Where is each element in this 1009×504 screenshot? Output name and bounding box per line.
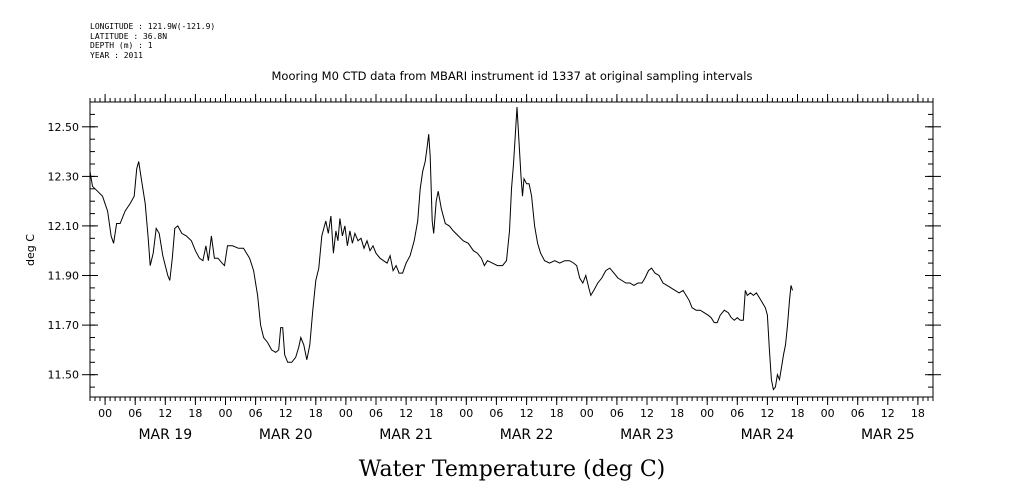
x-hour-tick-label: 12 (520, 407, 534, 420)
chart-title: Mooring M0 CTD data from MBARI instrumen… (272, 69, 753, 83)
x-hour-tick-label: 00 (700, 407, 714, 420)
x-hour-tick-label: 12 (881, 407, 895, 420)
y-axis-label: deg C (24, 234, 37, 266)
x-hour-tick-label: 06 (249, 407, 263, 420)
x-hour-tick-label: 06 (610, 407, 624, 420)
x-hour-tick-label: 12 (158, 407, 172, 420)
x-hour-tick-label: 18 (791, 407, 805, 420)
x-hour-tick-label: 06 (489, 407, 503, 420)
x-hour-tick-label: 00 (98, 407, 112, 420)
y-tick-label: 12.10 (48, 220, 80, 233)
x-hour-tick-label: 06 (128, 407, 142, 420)
x-day-label: MAR 22 (500, 427, 554, 443)
y-tick-label: 11.70 (48, 319, 80, 332)
y-tick-label: 11.50 (48, 369, 80, 382)
temperature-series-line (89, 106, 793, 391)
x-hour-tick-label: 06 (851, 407, 865, 420)
y-tick-label: 11.90 (48, 270, 80, 283)
year-text: YEAR : 2011 (90, 50, 143, 60)
x-hour-tick-label: 00 (821, 407, 835, 420)
x-hour-tick-label: 00 (459, 407, 473, 420)
x-hour-tick-label: 00 (339, 407, 353, 420)
latitude-text: LATITUDE : 36.8N (90, 31, 168, 41)
plot-frame (89, 101, 934, 398)
x-hour-tick-label: 00 (580, 407, 594, 420)
longitude-text: LONGITUDE : 121.9W(-121.9) (90, 22, 216, 31)
x-hour-tick-label: 06 (369, 407, 383, 420)
x-day-label: MAR 25 (861, 427, 915, 443)
x-hour-tick-label: 18 (911, 407, 925, 420)
x-day-label: MAR 21 (379, 427, 433, 443)
x-hour-tick-label: 12 (399, 407, 413, 420)
x-axis: 00 06 12 18 00 06 12 18 00 06 12 18 00 06 12 18 00 06 12 18… (89, 94, 934, 443)
x-hour-tick-label: 18 (550, 407, 564, 420)
y-tick-label: 12.30 (48, 170, 80, 183)
x-hour-tick-label: 06 (730, 407, 744, 420)
metadata-block: LONGITUDE : 121.9W(-121.9) LATITUDE : 36… (90, 22, 215, 60)
y-axis: 11.50 11.70 11.90 12.10 12.30 12.50 (48, 101, 941, 388)
depth-text: DEPTH (m) : 1 (90, 41, 153, 50)
x-hour-tick-label: 18 (429, 407, 443, 420)
x-hour-tick-label: 00 (219, 407, 233, 420)
x-day-label: MAR 20 (259, 427, 313, 443)
x-hour-tick-label: 18 (670, 407, 684, 420)
x-day-label: MAR 23 (620, 427, 674, 443)
x-hour-tick-label: 18 (309, 407, 323, 420)
x-hour-tick-label: 12 (760, 407, 774, 420)
x-hour-tick-label: 18 (188, 407, 202, 420)
x-axis-label: Water Temperature (deg C) (359, 457, 666, 482)
y-tick-label: 12.50 (48, 121, 80, 134)
x-hour-tick-label: 12 (640, 407, 654, 420)
x-hour-tick-label: 12 (279, 407, 293, 420)
x-day-label: MAR 19 (138, 427, 192, 443)
x-day-label: MAR 24 (741, 427, 795, 443)
